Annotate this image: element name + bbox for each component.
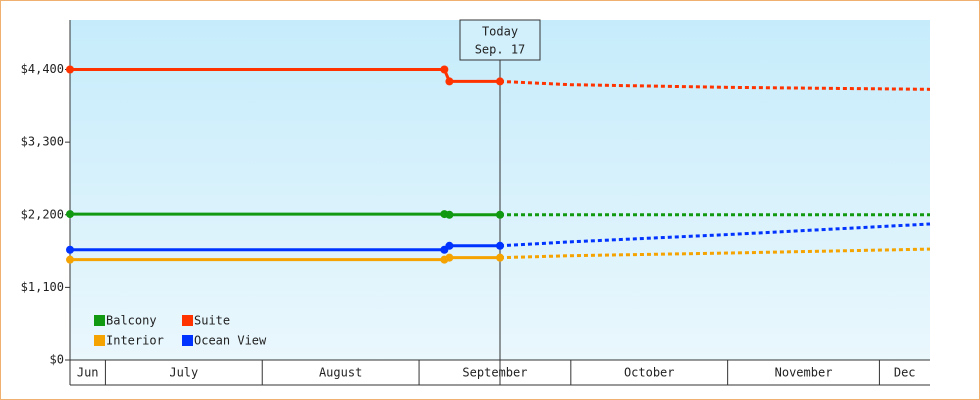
legend-label: Interior	[106, 334, 164, 348]
forecast-line	[499, 247, 931, 260]
legend-label: Balcony	[106, 314, 157, 328]
history-line	[70, 212, 500, 217]
point	[66, 65, 74, 74]
point	[496, 210, 504, 219]
point	[445, 77, 454, 86]
y-tick-label: $3,300	[21, 135, 64, 149]
x-tick-label: November	[775, 366, 833, 380]
legend-label: Ocean View	[194, 334, 267, 348]
today-date: Sep. 17	[475, 43, 526, 57]
legend-swatch	[94, 315, 105, 326]
y-tick-label: $0	[50, 353, 64, 367]
history-line	[70, 68, 500, 83]
point	[445, 253, 454, 262]
legend-swatch	[182, 315, 193, 326]
y-tick-label: $2,200	[21, 207, 64, 221]
x-tick-label: August	[319, 366, 362, 380]
x-tick-label: September	[462, 366, 527, 380]
point	[66, 255, 74, 264]
legend-swatch	[182, 335, 193, 346]
y-tick-label: $4,400	[21, 62, 64, 76]
y-tick-label: $1,100	[21, 280, 64, 294]
point	[66, 245, 74, 254]
point	[496, 253, 504, 262]
point	[496, 241, 504, 250]
point	[440, 65, 449, 74]
forecast-line	[499, 79, 931, 91]
legend-swatch	[94, 335, 105, 346]
point	[445, 210, 454, 219]
point	[445, 241, 454, 250]
today-label: Today	[482, 25, 518, 39]
point	[496, 77, 504, 86]
legend-label: Suite	[194, 314, 230, 328]
x-tick-label: Dec	[894, 366, 916, 380]
today-box	[459, 19, 541, 61]
x-tick-label: July	[169, 366, 198, 380]
point	[66, 210, 74, 219]
x-tick-label: October	[624, 366, 675, 380]
x-tick-label: Jun	[77, 366, 99, 380]
forecast-line	[499, 222, 931, 248]
